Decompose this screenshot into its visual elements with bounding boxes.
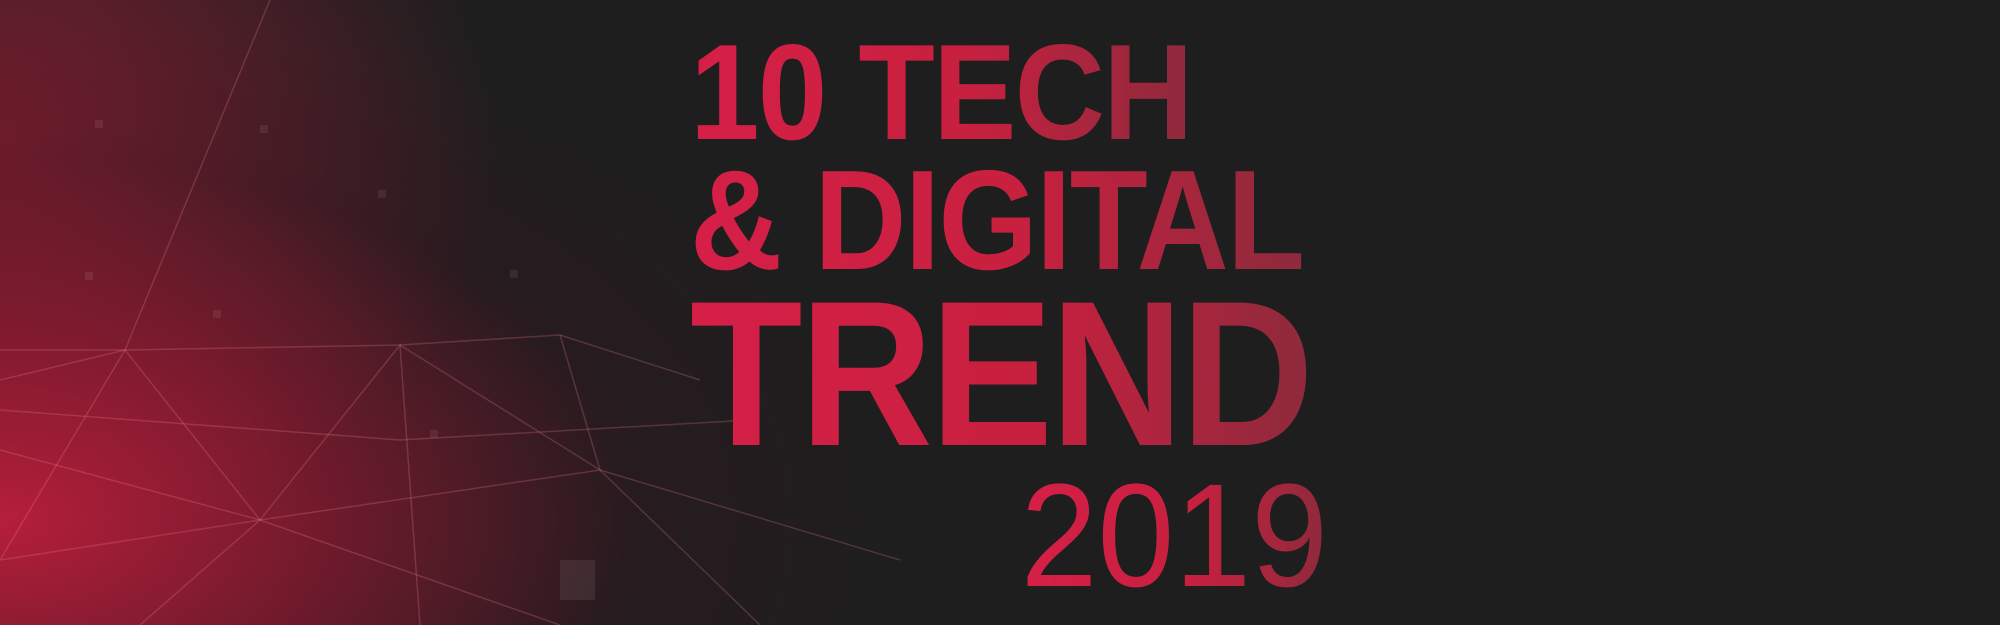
title-line-2: & DIGITAL (690, 141, 1305, 300)
title-line-1: 10 TECH (690, 16, 1193, 168)
title-year: 2019 (1020, 454, 1328, 618)
title-line-3: TREND (690, 258, 1314, 489)
